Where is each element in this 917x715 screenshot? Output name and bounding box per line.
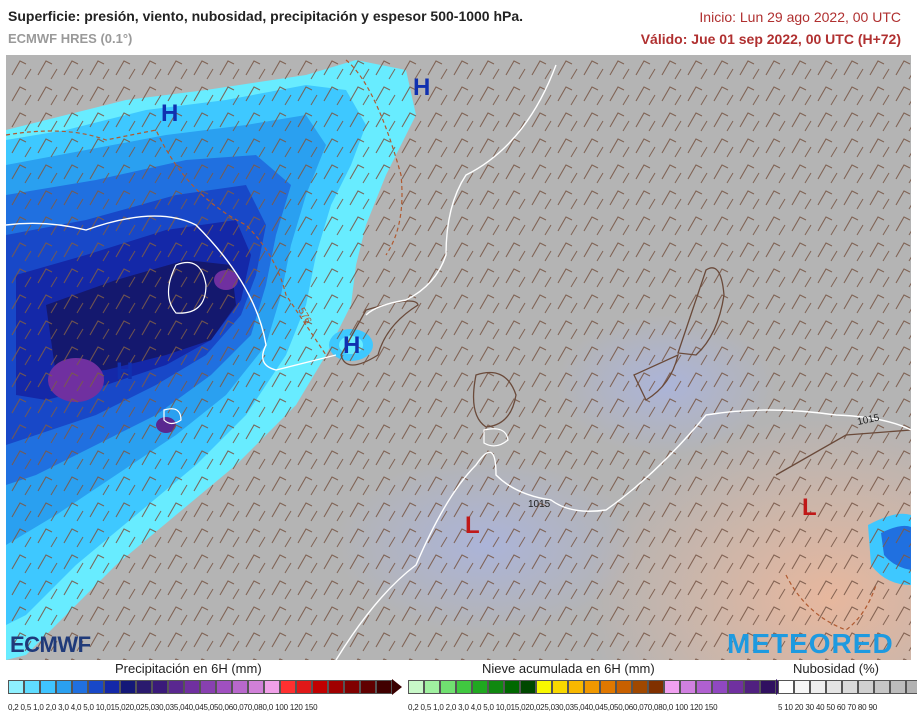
- precip-color-scale: [8, 679, 402, 696]
- legend-swatch: [568, 680, 584, 694]
- cloud-legend-title: Nubosidad (%): [793, 661, 879, 676]
- legend-swatch: [360, 680, 376, 694]
- legend-swatch: [584, 680, 600, 694]
- run-start: Inicio: Lun 29 ago 2022, 00 UTC: [699, 9, 901, 25]
- legend-swatch: [488, 680, 504, 694]
- legend-swatch: [344, 680, 360, 694]
- legend-swatch: [88, 680, 104, 694]
- cloud-color-scale: [778, 680, 917, 696]
- legend-swatch: [778, 680, 794, 694]
- legend-swatch: [56, 680, 72, 694]
- meteored-logo: METEORED: [727, 628, 894, 659]
- legend-swatch: [536, 680, 552, 694]
- legend-swatch: [890, 680, 906, 694]
- thickness-contour: [785, 574, 877, 631]
- legend-swatch: [8, 680, 24, 694]
- high-pressure-center: H: [413, 74, 430, 101]
- legend-swatch: [472, 680, 488, 694]
- legend-swatch: [810, 680, 826, 694]
- low-pressure-center: L: [802, 494, 817, 521]
- island-gran-canaria: [472, 371, 517, 428]
- legend-swatch: [712, 680, 728, 694]
- legend-swatch: [826, 680, 842, 694]
- legend-swatch: [440, 680, 456, 694]
- isobar: [335, 409, 911, 660]
- legend-swatch: [184, 680, 200, 694]
- weather-map[interactable]: 576 1015 1015 H H H H L L: [6, 55, 911, 660]
- legend-swatch: [424, 680, 440, 694]
- legend-swatch: [744, 680, 760, 694]
- legend-swatch: [616, 680, 632, 694]
- legend-swatch: [408, 680, 424, 694]
- isobar-label: 1015: [856, 412, 880, 427]
- island-tenerife: [340, 300, 419, 366]
- legend-arrow: [392, 679, 402, 695]
- legend-swatch: [794, 680, 810, 694]
- legend-swatch: [312, 680, 328, 694]
- wind-barbs: [6, 55, 911, 660]
- island-lanzarote: [677, 267, 725, 356]
- legend-swatch: [600, 680, 616, 694]
- legend-swatch: [552, 680, 568, 694]
- low-pressure-center: L: [465, 512, 480, 539]
- legend-swatch: [760, 680, 776, 694]
- legend-swatch: [504, 680, 520, 694]
- snow-color-scale: [408, 679, 786, 696]
- legend-swatch: [280, 680, 296, 694]
- african-coast: [775, 429, 911, 476]
- isobar: [167, 261, 207, 314]
- high-pressure-center: H: [116, 358, 133, 385]
- legend: Precipitación en 6H (mm) 0,2 0,5 1,0 2,0…: [0, 660, 917, 715]
- ecmwf-logo: ECMWF: [10, 632, 91, 657]
- legend-swatch: [136, 680, 152, 694]
- isobar-label: 1015: [528, 499, 551, 510]
- legend-swatch: [842, 680, 858, 694]
- valid-time: Válido: Jue 01 sep 2022, 00 UTC (H+72): [640, 31, 901, 47]
- legend-swatch: [328, 680, 344, 694]
- legend-swatch: [200, 680, 216, 694]
- high-pressure-center: H: [343, 332, 360, 359]
- snow-legend-ticks: 0,2 0,5 1,0 2,0 3,0 4,0 5,0 10,015,020,0…: [408, 703, 718, 712]
- legend-swatch: [680, 680, 696, 694]
- legend-swatch: [906, 680, 917, 694]
- legend-swatch: [152, 680, 168, 694]
- legend-swatch: [648, 680, 664, 694]
- legend-swatch: [72, 680, 88, 694]
- thickness-contour: [345, 59, 403, 256]
- legend-swatch: [696, 680, 712, 694]
- precip-legend-title: Precipitación en 6H (mm): [115, 661, 262, 676]
- map-title: Superficie: presión, viento, nubosidad, …: [8, 8, 524, 24]
- legend-swatch: [248, 680, 264, 694]
- legend-swatch: [632, 680, 648, 694]
- isobar: [483, 428, 509, 447]
- precip-legend-ticks: 0,2 0,5 1,0 2,0 3,0 4,0 5,0 10,015,020,0…: [8, 703, 318, 712]
- legend-swatch: [520, 680, 536, 694]
- high-pressure-center: H: [161, 100, 178, 127]
- legend-swatch: [296, 680, 312, 694]
- isobar: [163, 408, 182, 425]
- legend-swatch: [104, 680, 120, 694]
- legend-swatch: [456, 680, 472, 694]
- island-fuerteventura: [633, 353, 679, 401]
- legend-swatch: [858, 680, 874, 694]
- legend-swatch: [40, 680, 56, 694]
- legend-swatch: [664, 680, 680, 694]
- legend-swatch: [232, 680, 248, 694]
- isobar: [6, 215, 337, 371]
- legend-swatch: [168, 680, 184, 694]
- legend-swatch: [216, 680, 232, 694]
- cloud-legend-ticks: 5 10 20 30 40 50 60 70 80 90: [778, 703, 877, 712]
- legend-swatch: [264, 680, 280, 694]
- legend-swatch: [24, 680, 40, 694]
- thickness-contour: [6, 129, 327, 356]
- model-name: ECMWF HRES (0.1°): [8, 31, 133, 46]
- legend-swatch: [376, 680, 392, 694]
- legend-swatch: [874, 680, 890, 694]
- isobar: [365, 64, 557, 316]
- snow-legend-title: Nieve acumulada en 6H (mm): [482, 661, 655, 676]
- header: Superficie: presión, viento, nubosidad, …: [0, 0, 917, 55]
- legend-swatch: [120, 680, 136, 694]
- legend-swatch: [728, 680, 744, 694]
